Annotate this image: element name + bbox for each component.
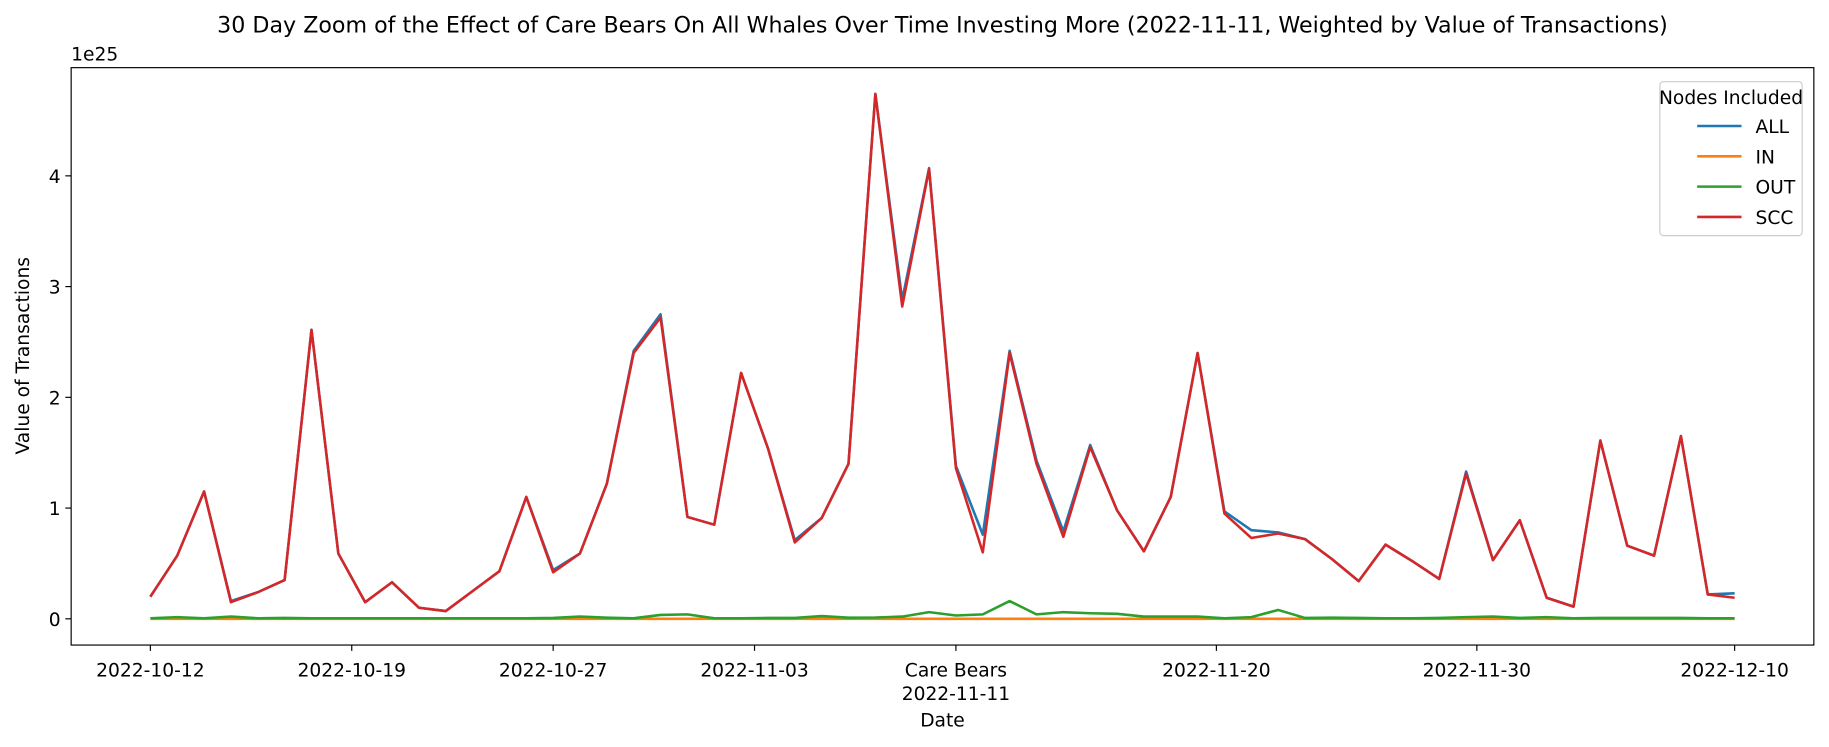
x-tick-label: 2022-10-12 (96, 661, 204, 682)
y-axis-label: Value of Transactions (13, 257, 34, 455)
legend-title: Nodes Included (1659, 88, 1803, 109)
x-axis-label: Date (920, 711, 965, 732)
chart-title: 30 Day Zoom of the Effect of Care Bears … (217, 13, 1668, 39)
legend-box (1659, 81, 1803, 237)
legend-label: SCC (1756, 208, 1794, 229)
x-tick-label: 2022-11-20 (1162, 661, 1270, 682)
y-tick-label: 2 (49, 388, 61, 409)
x-tick-label: 2022-11-30 (1423, 661, 1531, 682)
legend-label: OUT (1756, 178, 1796, 199)
y-tick-label: 4 (49, 167, 61, 188)
legend-label: IN (1756, 147, 1775, 168)
x-tick-label: 2022-11-11 (902, 684, 1010, 705)
series-line (149, 92, 1735, 613)
series-line (149, 92, 1735, 613)
y-offset-label: 1e25 (71, 45, 118, 66)
x-tick-label: 2022-10-27 (499, 661, 607, 682)
x-tick-label: 2022-10-19 (298, 661, 406, 682)
legend-label: ALL (1756, 117, 1790, 138)
y-tick-label: 1 (49, 499, 61, 520)
x-tick-label: 2022-12-10 (1680, 661, 1788, 682)
y-tick-label: 0 (49, 610, 61, 631)
series-line (150, 599, 1735, 620)
annotation: Care Bears (905, 661, 1007, 682)
x-tick-label: 2022-11-03 (700, 661, 808, 682)
y-tick-label: 3 (49, 278, 61, 299)
plot-frame (70, 67, 1815, 646)
